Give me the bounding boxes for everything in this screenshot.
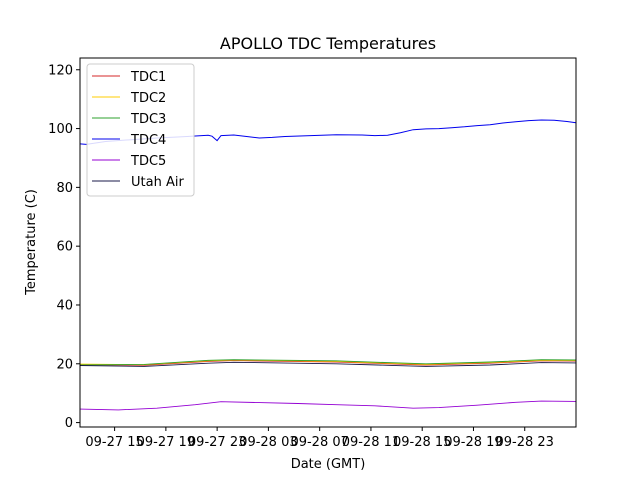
series-line-tdc4	[79, 119, 577, 145]
x-tick-label: 09-28 23	[496, 435, 554, 450]
x-tick-label: 09-28 07	[290, 435, 348, 450]
series-layer	[79, 119, 577, 411]
chart-title: APOLLO TDC Temperatures	[220, 34, 436, 53]
y-axis-label: Temperature (C)	[24, 189, 39, 296]
x-tick-label: 09-27 19	[137, 435, 195, 450]
legend-label: TDC4	[130, 133, 166, 148]
legend-label: TDC1	[130, 70, 166, 85]
series-line-tdc5	[79, 400, 577, 411]
legend-label: TDC3	[130, 112, 166, 127]
y-tick-label: 20	[56, 357, 73, 372]
legend: TDC1 TDC2 TDC3 TDC4 TDC5 Utah Air	[86, 63, 195, 197]
x-tick-label: 09-28 19	[444, 435, 502, 450]
y-tick-label: 60	[56, 240, 73, 255]
x-tick-label: 09-28 03	[239, 435, 297, 450]
x-tick-label: 09-28 15	[393, 435, 451, 450]
x-tick-label: 09-27 15	[85, 435, 143, 450]
y-tick-label: 0	[65, 416, 73, 431]
plot-frame	[79, 57, 577, 428]
y-tick-label: 40	[56, 298, 73, 313]
legend-label: TDC5	[130, 154, 166, 169]
y-tick-label: 100	[48, 122, 73, 137]
y-tick-label: 120	[48, 63, 73, 78]
x-tick-label: 09-28 11	[342, 435, 400, 450]
series-line-utah-air	[79, 361, 577, 367]
legend-label: Utah Air	[131, 175, 184, 190]
legend-label: TDC2	[130, 91, 166, 106]
y-axis: 0 20 40 60 80 100 120	[48, 63, 80, 431]
series-line-tdc3	[79, 359, 577, 366]
x-axis-label: Date (GMT)	[291, 457, 366, 472]
x-tick-label: 09-27 23	[188, 435, 246, 450]
series-line-tdc1	[79, 360, 577, 366]
y-tick-label: 80	[56, 181, 73, 196]
